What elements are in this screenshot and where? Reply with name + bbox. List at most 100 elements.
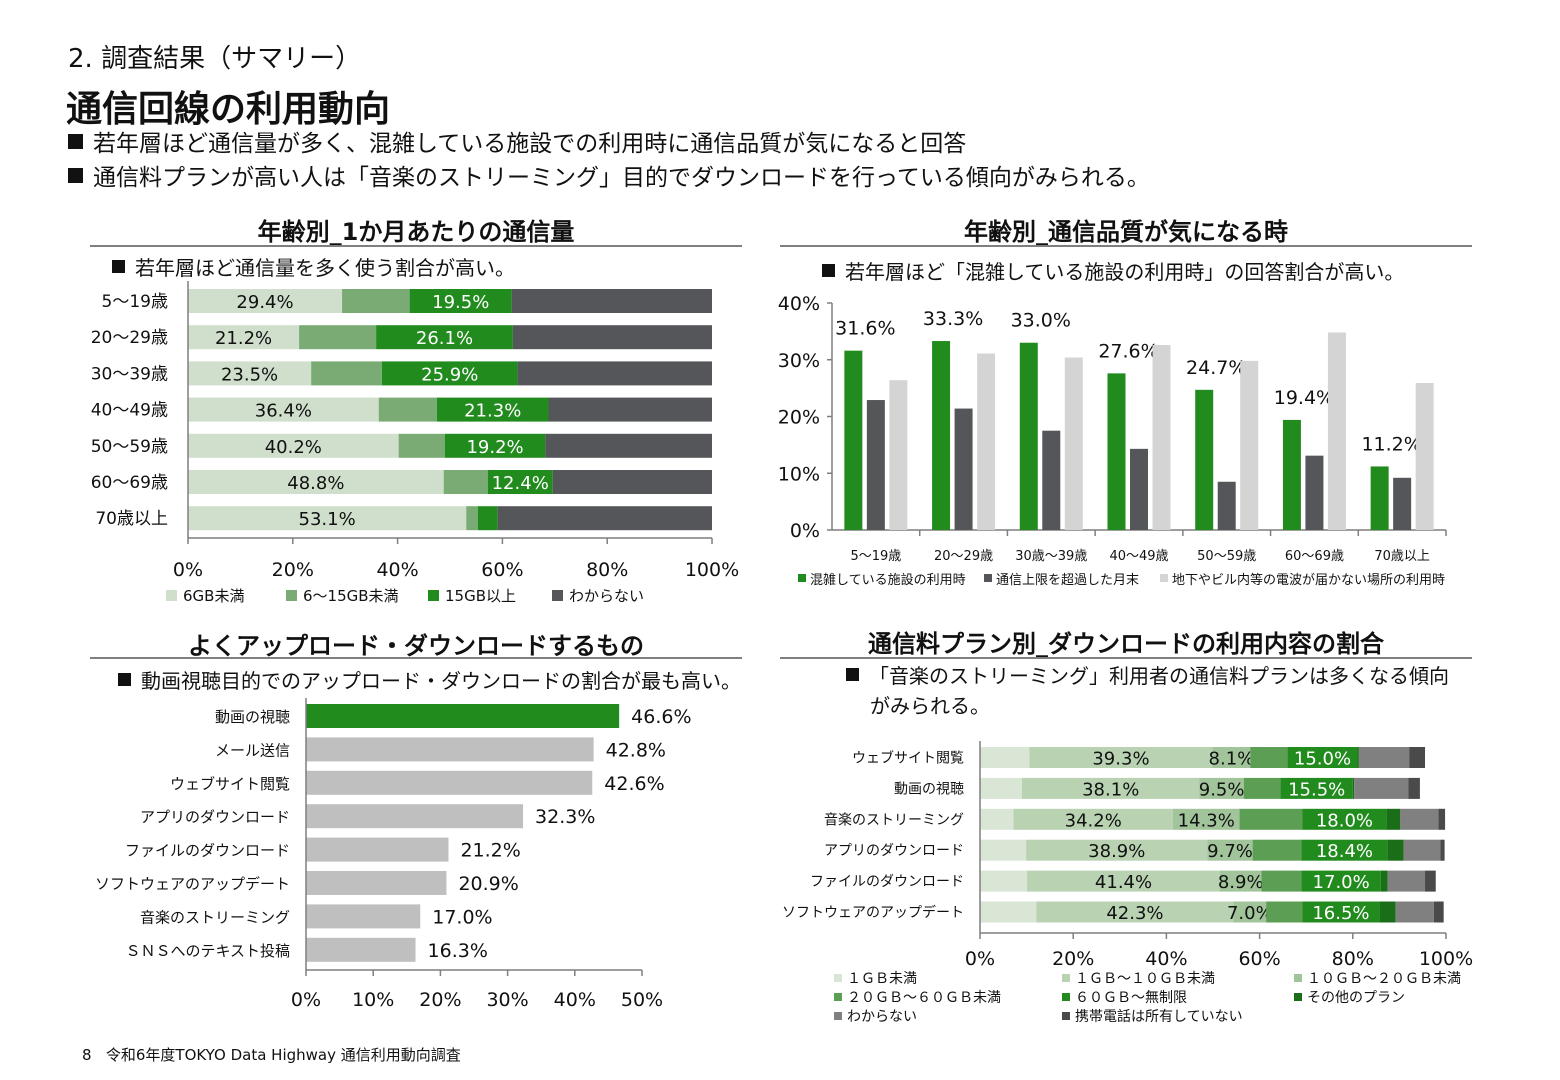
chart1-legend-label: わからない	[569, 587, 644, 605]
chart4-bar-segment	[1280, 777, 1353, 799]
chart4-legend-swatch	[1062, 1012, 1070, 1020]
chart4-bar-segment	[1302, 901, 1380, 923]
chart1-category-label: 40～49歳	[91, 401, 168, 421]
square-bullet-icon	[822, 264, 835, 277]
square-bullet-icon	[112, 260, 125, 273]
square-bullet-icon	[68, 134, 83, 149]
chart4-x-tick-label: 20%	[1052, 948, 1094, 970]
chart2-bar	[844, 350, 863, 530]
chart4-bar-segment	[1036, 901, 1234, 923]
chart4-bar-segment	[1026, 839, 1208, 861]
chart1-bar-segment	[188, 433, 399, 458]
chart1-data-label: 40.2%	[265, 437, 322, 458]
chart2-y-tick-label: 30%	[778, 350, 820, 372]
chart1-bar-segment	[517, 361, 712, 386]
chart4-bar-segment	[980, 808, 1014, 830]
chart2-legend-swatch	[798, 574, 806, 582]
chart3-title: よくアップロード・ダウンロードするもの	[188, 632, 644, 660]
chart3-category-label: 音楽のストリーミング	[140, 908, 290, 926]
chart4-data-label: 9.5%	[1199, 779, 1245, 800]
chart1-bar-segment	[548, 397, 712, 422]
footer-text: 令和6年度TOKYO Data Highway 通信利用動向調査	[105, 1046, 461, 1064]
chart4-bar-segment	[1357, 747, 1359, 768]
summary-bullet-text: 若年層ほど通信量が多く、混雑している施設での利用時に通信品質が気になると回答	[93, 131, 967, 157]
chart4-data-label: 16.5%	[1312, 903, 1369, 924]
chart2-legend-label: 地下やビル内等の電波が届かない場所の利用時	[1172, 572, 1445, 588]
chart2-legend-label: 通信上限を超過した月末	[996, 573, 1139, 588]
chart2-data-label: 11.2%	[1361, 433, 1421, 455]
chart1-bar-segment	[545, 433, 712, 458]
chart1-bar-segment	[477, 506, 498, 531]
chart4-x-tick-label: 0%	[965, 948, 995, 970]
chart2-legend-swatch	[984, 574, 992, 582]
chart2-bar	[1305, 455, 1324, 530]
chart4-legend-swatch	[834, 1012, 842, 1020]
chart2-bar	[866, 400, 885, 530]
chart4-legend-swatch	[1294, 974, 1302, 982]
chart1-bar-segment	[511, 289, 712, 313]
chart4-bar-segment	[1233, 901, 1267, 923]
chart4-bar-segment	[1387, 839, 1404, 861]
chart1-legend-swatch	[428, 590, 439, 601]
chart1-data-label: 19.5%	[432, 292, 489, 313]
chart4-bar-segment	[1252, 839, 1302, 861]
chart4-legend-label: １ＧＢ～１０ＧＢ未満	[1075, 971, 1215, 987]
square-bullet-icon	[68, 168, 83, 183]
chart1-x-tick-label: 40%	[376, 559, 418, 581]
chart3-category-label: ウェブサイト閲覧	[170, 775, 290, 793]
chart4-data-label: 41.4%	[1095, 872, 1152, 893]
chart1-bar-segment	[376, 325, 513, 350]
chart1-data-label: 19.2%	[466, 437, 523, 458]
chart4-bar-segment	[1239, 808, 1303, 830]
chart1-legend-swatch	[166, 590, 177, 601]
chart2-bar	[1217, 481, 1236, 530]
chart1-data-label: 21.3%	[464, 401, 521, 422]
chart3-bar	[306, 871, 447, 895]
chart4-data-label: 38.9%	[1088, 841, 1145, 862]
chart4-legend-swatch	[834, 974, 842, 982]
chart3-bar	[306, 904, 421, 929]
chart4-legend-label: わからない	[847, 1009, 917, 1025]
chart1-category-label: 30～39歳	[91, 364, 168, 384]
chart1-bar-segment	[311, 361, 382, 386]
chart3-data-label: 20.9%	[458, 873, 518, 895]
chart2-bar	[954, 408, 973, 530]
chart2-y-tick-label: 40%	[778, 293, 820, 315]
chart4-bar-segment	[1408, 777, 1420, 799]
chart4-data-label: 9.7%	[1207, 841, 1253, 862]
chart1-data-label: 26.1%	[416, 328, 473, 349]
chart2-bar	[889, 380, 908, 530]
chart4-legend-label: １０ＧＢ～２０ＧＢ未満	[1307, 971, 1461, 987]
chart2-y-tick-label: 10%	[778, 463, 820, 485]
chart2-bar	[1415, 383, 1434, 530]
chart3-category-label: ＳＮＳへのテキスト投稿	[125, 942, 290, 960]
chart4-bar-segment	[1395, 901, 1434, 923]
chart1-bar-segment	[188, 289, 343, 313]
chart2-category-label: 60～69歳	[1285, 549, 1344, 564]
chart1-bar-segment	[188, 325, 300, 350]
chart4-bar-segment	[980, 777, 1022, 799]
chart4-bar-segment	[1243, 777, 1281, 799]
chart1-bar-segment	[466, 506, 478, 531]
chart4-bar-segment	[1358, 747, 1410, 768]
chart4-bar-segment	[1207, 839, 1253, 861]
chart4-bar-segment	[1250, 747, 1288, 768]
chart4-legend-label: 携帯電話は所有していない	[1075, 1008, 1243, 1025]
chart4-bar-segment	[1013, 808, 1173, 830]
chart4-bar-segment	[1409, 747, 1426, 768]
chart1-data-label: 21.2%	[215, 328, 272, 349]
chart3-x-tick-label: 20%	[419, 989, 461, 1011]
chart4-legend-label: その他のプラン	[1307, 990, 1405, 1006]
chart1-category-label: 50～59歳	[91, 437, 168, 457]
chart4-data-label: 34.2%	[1065, 810, 1122, 831]
chart4-bar-segment	[1287, 747, 1358, 768]
chart3-category-label: アプリのダウンロード	[140, 808, 290, 826]
chart1-x-tick-label: 60%	[481, 559, 523, 581]
chart1-data-label: 53.1%	[299, 509, 356, 530]
chart1-legend-label: 6GB未満	[183, 587, 244, 605]
chart4-x-tick-label: 80%	[1332, 948, 1374, 970]
chart1-bar-segment	[497, 506, 712, 531]
chart3-category-label: 動画の視聴	[215, 708, 290, 726]
chart2-data-label: 33.0%	[1011, 310, 1071, 332]
chart1-legend-swatch	[286, 590, 297, 601]
